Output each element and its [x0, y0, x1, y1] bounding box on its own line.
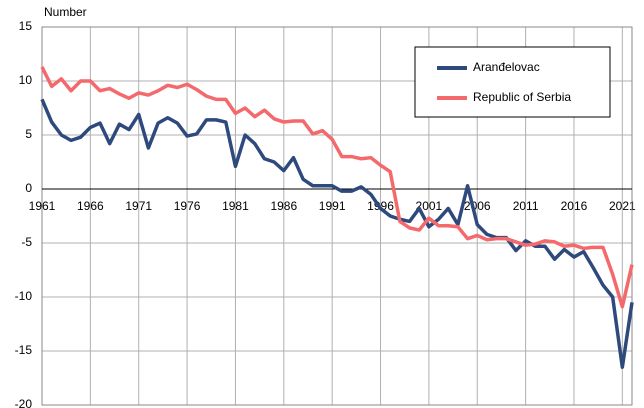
x-tick-label: 1976 — [174, 199, 201, 213]
y-tick-label: -10 — [15, 289, 33, 303]
legend-box — [414, 46, 611, 118]
y-tick-label: 15 — [19, 19, 33, 33]
x-tick-label: 1986 — [270, 199, 297, 213]
y-axis-label: Number — [44, 5, 87, 19]
y-tick-label: 10 — [19, 73, 33, 87]
y-tick-label: -15 — [15, 343, 33, 357]
legend-label: Aranđelovac — [473, 60, 540, 74]
y-tick-label: 5 — [25, 127, 32, 141]
x-tick-label: 1966 — [77, 199, 104, 213]
y-tick-label: -20 — [15, 397, 33, 408]
x-tick-label: 1971 — [125, 199, 152, 213]
x-tick-label: 2011 — [513, 199, 539, 213]
x-tick-label: 2006 — [464, 199, 491, 213]
x-tick-label: 2016 — [561, 199, 588, 213]
legend-label: Republic of Serbia — [473, 90, 571, 104]
x-tick-label: 1981 — [222, 199, 249, 213]
series-line — [40, 98, 634, 369]
plot-frame — [41, 26, 633, 406]
y-tick-label: -5 — [21, 235, 32, 249]
series-line — [40, 66, 634, 309]
y-tick-label: 0 — [25, 181, 32, 195]
x-tick-label: 2001 — [416, 199, 443, 213]
x-tick-label: 1991 — [319, 199, 346, 213]
x-tick-label: 2021 — [609, 199, 636, 213]
